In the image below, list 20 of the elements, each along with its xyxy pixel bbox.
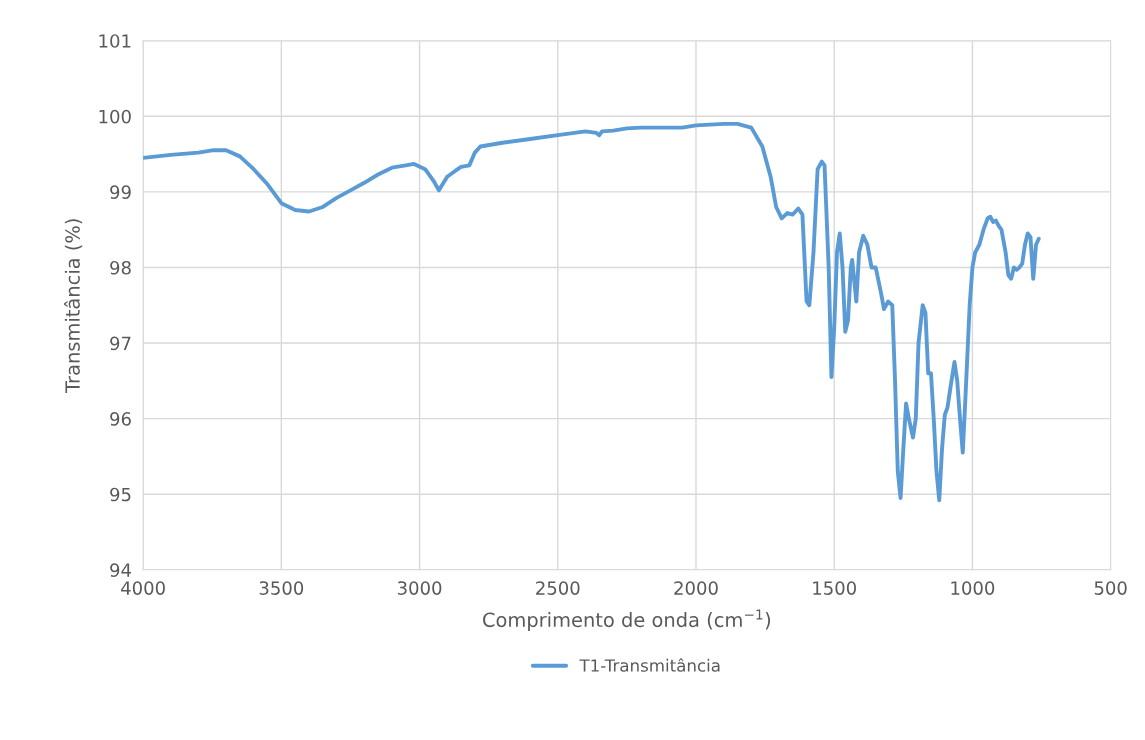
x-tick-label: 1500 (813, 581, 856, 595)
y-axis-title: Transmitância (%) (64, 219, 83, 394)
y-tick-label: 101 (99, 34, 131, 48)
y-tick-label: 94 (110, 563, 131, 577)
line-series (143, 121, 1041, 503)
y-tick-label: 95 (110, 487, 131, 502)
x-tick-label: 1000 (951, 581, 995, 595)
y-tick-label: 97 (110, 336, 131, 351)
x-axis-title: Comprimento de onda (cm$^{−1}$) (483, 609, 771, 631)
x-tick-label: 4000 (121, 581, 165, 595)
x-tick-label: 3500 (259, 581, 304, 595)
y-tick-label: 100 (99, 109, 131, 124)
y-tick-label: 98 (110, 260, 131, 275)
x-tick-label: 2500 (536, 581, 580, 595)
y-tick-label: 99 (110, 185, 131, 199)
x-tick-label: 3000 (397, 581, 442, 595)
legend-label: T1-Transmitância (579, 658, 720, 672)
x-tick-label: 2000 (674, 581, 718, 595)
y-tick-label: 96 (110, 412, 131, 426)
x-tick-label: 500 (1094, 581, 1127, 595)
